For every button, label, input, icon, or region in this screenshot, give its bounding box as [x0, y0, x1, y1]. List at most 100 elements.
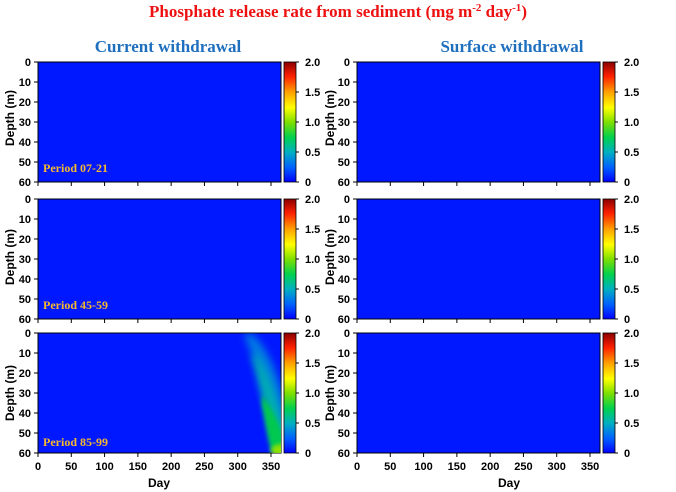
y-tick-label: 0 [344, 57, 350, 69]
y-tick-label: 0 [344, 328, 350, 340]
x-tick-label: 50 [384, 461, 396, 473]
y-tick-label: 30 [338, 254, 350, 266]
colorbar-tick-label: 1.0 [305, 388, 320, 400]
colorbar-tick-label: 0 [305, 448, 311, 460]
colorbar [602, 198, 616, 320]
heatmap-panel [357, 199, 600, 319]
colorbar [283, 332, 297, 454]
y-axis-label: Depth (m) [3, 365, 17, 421]
y-tick-label: 10 [19, 214, 31, 226]
x-tick-label: 350 [262, 461, 280, 473]
colorbar-tick-label: 2.0 [624, 328, 639, 340]
colorbar-tick-label: 1.5 [624, 358, 639, 370]
colorbar-tick-label: 1.5 [624, 224, 639, 236]
y-tick-label: 10 [338, 77, 350, 89]
hotspot-current-85-99 [244, 333, 281, 453]
y-tick-label: 20 [338, 368, 350, 380]
panels-group: 0 10 20 30 40 50 60 2.0 1.5 1.0 0.5 0 0 10 20 30 40 50 60 2… [19, 57, 640, 473]
y-tick-label: 50 [19, 294, 31, 306]
colorbar [283, 198, 297, 320]
colorbar-tick-label: 1.5 [305, 87, 320, 99]
x-tick-label: 100 [414, 461, 432, 473]
y-tick-label: 40 [338, 274, 350, 286]
y-tick-label: 10 [19, 77, 31, 89]
y-tick-label: 10 [19, 348, 31, 360]
y-tick-label: 60 [19, 314, 31, 326]
x-tick-label: 300 [548, 461, 566, 473]
y-tick-label: 50 [338, 428, 350, 440]
colorbar-tick-label: 0.5 [624, 418, 639, 430]
heatmap-panel [357, 333, 600, 453]
x-tick-label: 50 [65, 461, 77, 473]
y-tick-label: 20 [338, 234, 350, 246]
colorbar-tick-label: 2.0 [305, 57, 320, 69]
colorbar-tick-label: 1.5 [305, 358, 320, 370]
y-tick-label: 20 [19, 234, 31, 246]
y-tick-label: 60 [338, 314, 350, 326]
colorbar-tick-label: 2.0 [305, 328, 320, 340]
y-tick-label: 10 [338, 214, 350, 226]
panel-frame [356, 198, 601, 320]
colorbar-tick-label: 2.0 [624, 194, 639, 206]
panel-frame [356, 332, 601, 454]
y-tick-label: 60 [338, 177, 350, 189]
y-tick-label: 0 [25, 328, 31, 340]
x-tick-label: 150 [448, 461, 466, 473]
colorbar-tick-label: 0 [624, 314, 630, 326]
y-tick-label: 30 [338, 117, 350, 129]
colorbar-tick-label: 0 [624, 448, 630, 460]
y-axis-label: Depth (m) [3, 229, 17, 285]
colorbar-tick-label: 0.5 [305, 418, 320, 430]
colorbar-tick-label: 1.0 [624, 254, 639, 266]
heatmap-panel [38, 199, 281, 319]
colorbar-tick-label: 0.5 [305, 284, 320, 296]
panel-frame [356, 61, 601, 183]
colorbar-tick-label: 0 [624, 177, 630, 189]
y-tick-label: 20 [19, 368, 31, 380]
colorbar-tick-label: 0.5 [305, 147, 320, 159]
y-tick-label: 60 [19, 177, 31, 189]
colorbar-tick-label: 1.5 [305, 224, 320, 236]
x-tick-label: 0 [354, 461, 360, 473]
y-tick-label: 60 [19, 448, 31, 460]
column-title-surface: Surface withdrawal [440, 37, 583, 56]
y-tick-label: 10 [338, 348, 350, 360]
y-tick-label: 40 [19, 408, 31, 420]
y-axis-label: Depth (m) [323, 365, 337, 421]
x-axis-label: Day [498, 476, 520, 490]
colorbar-tick-label: 0 [305, 314, 311, 326]
y-tick-label: 20 [19, 97, 31, 109]
y-tick-label: 0 [344, 194, 350, 206]
colorbar [602, 61, 616, 183]
y-tick-label: 40 [19, 274, 31, 286]
colorbar-tick-label: 0.5 [624, 284, 639, 296]
period-label: Period 07-21 [43, 161, 108, 175]
y-tick-label: 50 [19, 428, 31, 440]
y-tick-label: 40 [338, 408, 350, 420]
colorbar-tick-label: 1.0 [624, 388, 639, 400]
x-tick-label: 200 [162, 461, 180, 473]
y-tick-label: 60 [338, 448, 350, 460]
colorbar-tick-label: 1.5 [624, 87, 639, 99]
column-title-current: Current withdrawal [95, 37, 242, 56]
heatmap-panel [38, 333, 281, 453]
y-tick-label: 30 [19, 254, 31, 266]
colorbar-tick-label: 0.5 [624, 147, 639, 159]
heatmap-panel [357, 62, 600, 182]
period-label: Period 85-99 [43, 435, 108, 449]
colorbar-tick-label: 0 [305, 177, 311, 189]
colorbar-tick-label: 2.0 [305, 194, 320, 206]
y-tick-label: 50 [338, 294, 350, 306]
y-tick-label: 40 [338, 137, 350, 149]
y-tick-label: 50 [338, 157, 350, 169]
y-tick-label: 50 [19, 157, 31, 169]
colorbar [602, 332, 616, 454]
x-tick-label: 0 [35, 461, 41, 473]
colorbar-tick-label: 1.0 [305, 254, 320, 266]
panel-frame [37, 61, 282, 183]
panel-frame [37, 198, 282, 320]
x-tick-label: 300 [229, 461, 247, 473]
period-label: Period 45-59 [43, 298, 108, 312]
y-tick-label: 0 [25, 57, 31, 69]
x-tick-label: 250 [195, 461, 213, 473]
